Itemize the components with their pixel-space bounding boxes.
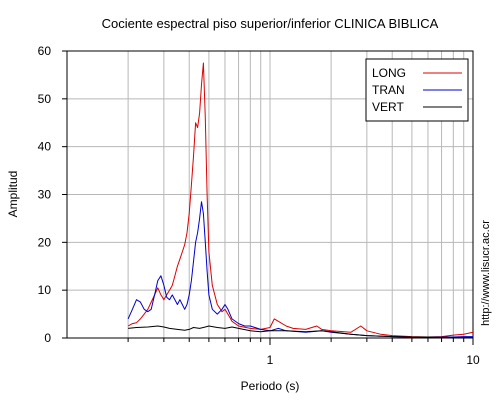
y-tick-label: 20 — [38, 235, 52, 249]
series-layer — [127, 62, 474, 338]
x-axis-label: Periodo (s) — [241, 379, 300, 393]
y-tick-label: 30 — [38, 188, 52, 202]
legend: LONG TRAN VERT — [365, 58, 469, 122]
legend-label: LONG — [372, 66, 406, 80]
chart-title: Cociente espectral piso superior/inferio… — [102, 16, 439, 31]
legend-label: TRAN — [372, 83, 405, 97]
y-axis-label: Amplitud — [6, 171, 20, 218]
y-tick-label: 10 — [38, 283, 52, 297]
y-tick-label: 60 — [38, 44, 52, 58]
y-tick-label: 40 — [38, 140, 52, 154]
y-tick-label: 0 — [44, 331, 51, 345]
legend-label: VERT — [372, 100, 404, 114]
series-line-long — [127, 62, 474, 338]
series-line-tran — [127, 201, 473, 338]
x-tick-label: 10 — [466, 353, 480, 367]
source-url: http://www.lisucr.ac.cr — [480, 220, 492, 326]
y-tick-label: 50 — [38, 92, 52, 106]
x-tick-label: 1 — [267, 353, 274, 367]
series-line-vert — [128, 325, 473, 338]
axes: 0 10 20 30 40 50 60 1 10 — [38, 44, 480, 367]
